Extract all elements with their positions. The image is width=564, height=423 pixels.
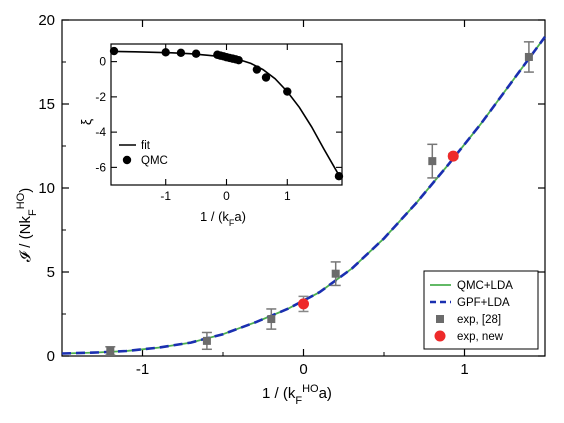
y-axis-label: 𝓘 / (NkFHO) [15, 188, 39, 262]
inset-plot: -1 0 1 -6 -4 -2 0 1 / (kFa) ξ fit QMC [78, 43, 344, 228]
legend-label: GPF+LDA [457, 297, 510, 309]
y-axis-label-ylabel_sub: F [27, 209, 39, 216]
inset-x-axis-label-xlabel_end: a) [234, 209, 246, 224]
legend-label: exp, [28] [457, 314, 501, 326]
inset-legend-label: fit [141, 140, 151, 152]
data-point-exp-28 [524, 52, 533, 61]
data-point-exp-new [298, 298, 309, 310]
inset-y-tick-label: -4 [95, 125, 106, 139]
inset-qmc-point [234, 56, 243, 65]
inset-x-tick-label: -1 [160, 189, 171, 203]
legend: QMC+LDA GPF+LDA exp, [28] exp, new [423, 270, 539, 350]
inset-x-tick-label: 1 [284, 189, 291, 203]
inset-y-tick-label: -6 [95, 160, 106, 174]
y-tick-label: 20 [38, 12, 55, 29]
x-axis-label: 1 / (kFHOa) [262, 383, 332, 407]
inset-qmc-point [252, 65, 262, 74]
data-point-exp-28 [202, 336, 211, 345]
series-line-gpf-lda [61, 36, 547, 355]
y-axis-label-ylabel_end: ) [17, 188, 34, 193]
legend-swatch [436, 315, 444, 323]
inset-x-axis-label-xlabel: 1 / (k [200, 209, 229, 224]
x-axis-label-xlabel_end: a) [319, 385, 332, 402]
inset-qmc-point [283, 87, 292, 96]
inset-y-axis-label: ξ [78, 119, 94, 125]
inset-qmc-point [261, 73, 271, 82]
data-point-exp-28 [267, 315, 276, 324]
y-tick-label: 0 [47, 348, 55, 365]
inset-qmc-point [109, 46, 119, 56]
inset-qmc-point [334, 171, 344, 181]
x-tick-label: -1 [136, 361, 149, 378]
legend-swatch [434, 330, 446, 342]
inset-legend-label: QMC [141, 155, 168, 167]
inset-x-tick-label: 0 [223, 189, 230, 203]
y-tick-label: 15 [38, 96, 55, 113]
data-point-exp-28 [106, 346, 115, 355]
x-axis-label-xlabel: 1 / (k [262, 385, 296, 402]
inset-qmc-point [161, 48, 170, 57]
data-point-exp-28 [331, 269, 340, 278]
data-point-exp-new [447, 150, 459, 162]
data-point-exp-28 [428, 157, 437, 166]
legend-label: exp, new [457, 331, 504, 343]
x-tick-label: 1 [460, 361, 468, 378]
y-axis-label-ylabel: 𝓘 / (Nk [17, 216, 34, 262]
legend-label: QMC+LDA [457, 280, 513, 292]
x-tick-label: 0 [299, 361, 307, 378]
y-tick-label: 10 [38, 180, 55, 197]
inset-y-tick-label: 0 [99, 55, 106, 69]
inset-qmc-point [176, 48, 186, 58]
y-tick-label: 5 [47, 264, 55, 281]
inset-x-axis-label-xlabel_sub: F [229, 218, 235, 228]
inset-x-axis-label: 1 / (kFa) [200, 209, 246, 228]
inset-qmc-point [191, 49, 201, 58]
x-axis-label-xlabel_sub: F [295, 395, 302, 407]
y-axis-label-ylabel_sup: HO [15, 192, 27, 209]
inset-y-tick-label: -2 [95, 90, 106, 104]
inset-legend-swatch [122, 155, 132, 165]
inset-legend: fit QMC [119, 140, 168, 167]
x-axis-label-xlabel_sup: HO [302, 383, 319, 395]
